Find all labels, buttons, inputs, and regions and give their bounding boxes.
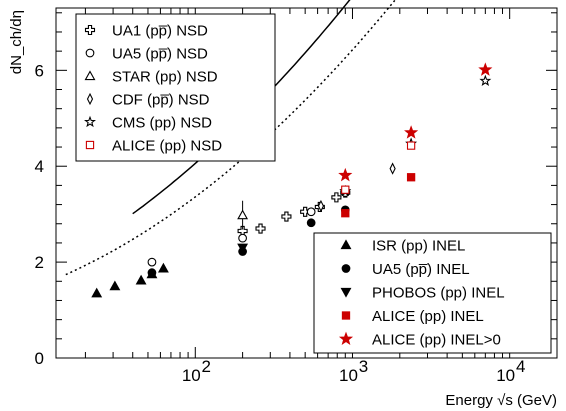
plot-area-frame <box>55 7 558 359</box>
legend-label: CMS (pp) NSD <box>112 115 212 132</box>
x-tick-label: 10 <box>339 366 358 385</box>
legend-label: UA1 (pp̅) NSD <box>112 23 208 40</box>
data-point-isr <box>91 287 103 298</box>
x-tick-label-exponent: 3 <box>359 357 368 376</box>
legend-label: UA5 (pp̅) INEL <box>372 261 470 278</box>
x-tick-label: 10 <box>182 366 201 385</box>
legend-box <box>313 232 552 354</box>
legend-nsd: UA1 (pp̅) NSD UA5 (pp̅) NSD STAR (pp) NSD C… <box>75 13 276 162</box>
data-point-ua5nsd <box>306 207 316 217</box>
legend-marker-cdf <box>86 92 94 106</box>
data-point-cdf <box>317 199 325 213</box>
legend-marker-alicensd <box>85 140 95 150</box>
data-point-aliceinel <box>406 173 416 182</box>
data-point-cms <box>479 74 492 86</box>
data-point-aliceinelgt0 <box>478 62 493 76</box>
data-point-ua5inel <box>147 268 157 278</box>
y-tick-label: 6 <box>35 61 44 80</box>
data-point-alicensd <box>406 141 416 150</box>
y-tick-label: 0 <box>35 349 44 368</box>
data-point-ua1 <box>281 211 292 222</box>
data-point-ua1 <box>300 206 311 217</box>
data-point-ua5inel <box>306 218 316 228</box>
data-point-aliceinel <box>341 209 350 218</box>
data-point-ua5nsd <box>238 233 247 243</box>
x-tick-label: 10 <box>496 366 515 385</box>
legend-label: ALICE (pp) INEL>0 <box>372 332 501 349</box>
y-tick-label: 4 <box>35 157 44 176</box>
data-point-ua1 <box>255 223 266 234</box>
data-point-star <box>237 209 249 220</box>
data-point-isr <box>157 262 169 273</box>
legend-marker-isr <box>340 239 352 250</box>
data-point-ua1 <box>331 192 342 203</box>
data-point-aliceinelgt0 <box>404 125 419 139</box>
legend-label: ISR (pp) INEL <box>372 238 465 255</box>
legend-marker-cms <box>84 115 96 128</box>
data-point-ua5nsd <box>147 257 157 267</box>
legend-label: ALICE (pp) INEL <box>372 308 484 325</box>
legend-marker-phobos <box>340 287 352 298</box>
x-axis-title: Energy √s (GeV) <box>445 392 557 409</box>
data-point-isr <box>109 280 121 291</box>
legend-marker-aliceinelgt0 <box>338 331 354 345</box>
y-tick-label: 2 <box>35 253 44 272</box>
legend-marker-ua5nsd <box>85 48 95 58</box>
legend-marker-ua5inel <box>341 264 351 273</box>
y-axis-title: dN_ch/dη <box>8 10 25 74</box>
legend-marker-ua1 <box>84 24 96 36</box>
legend-marker-aliceinel <box>341 311 351 320</box>
data-point-aliceinelgt0 <box>338 167 353 182</box>
legend-inel: ISR (pp) INEL UA5 (pp̅) INEL PHOBOS (pp) I… <box>313 232 552 354</box>
fit-curve-dotted <box>65 0 397 276</box>
legend-label: PHOBOS (pp) INEL <box>372 285 505 302</box>
data-point-cdf <box>389 162 396 175</box>
plot-frame <box>55 7 558 359</box>
legend-label: UA5 (pp̅) NSD <box>112 46 208 63</box>
x-tick-label-exponent: 4 <box>516 357 525 376</box>
data-point-phobos <box>237 243 249 254</box>
data-point-alicensd <box>341 185 350 194</box>
legend-label: CDF (pp̅) NSD <box>112 92 210 109</box>
legend-marker-star <box>84 70 96 81</box>
legend-box <box>75 13 276 162</box>
legend-label: ALICE (pp) NSD <box>112 138 222 155</box>
legend-label: STAR (pp) NSD <box>112 69 218 86</box>
data-points <box>91 62 493 298</box>
x-tick-label-exponent: 2 <box>202 357 211 376</box>
data-point-isr <box>135 274 147 285</box>
